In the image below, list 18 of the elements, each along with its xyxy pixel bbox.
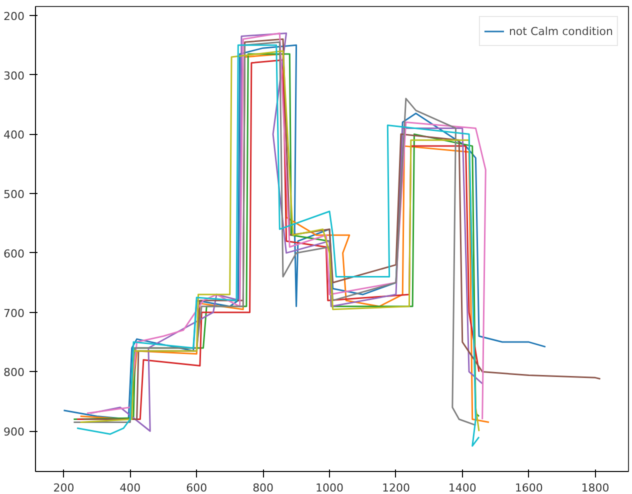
- x-tick-label: 1000: [316, 482, 344, 494]
- y-tick-label: 600: [4, 247, 25, 260]
- y-tick-label: 800: [4, 366, 25, 380]
- x-tick-label: 1600: [514, 482, 543, 494]
- x-tick-label: 200: [53, 482, 74, 494]
- y-tick-label: 400: [4, 128, 25, 142]
- x-tick-label: 400: [120, 482, 141, 494]
- y-tick-label: 500: [4, 188, 25, 202]
- y-tick-label: 200: [4, 10, 25, 23]
- x-tick-label: 800: [252, 482, 274, 494]
- x-tick-label: 600: [186, 482, 208, 494]
- y-tick-label: 700: [4, 306, 25, 320]
- y-tick-label: 300: [4, 69, 25, 82]
- y-tick-label: 900: [4, 426, 25, 439]
- legend-label: not Calm condition: [508, 24, 613, 38]
- x-tick-label: 1200: [382, 482, 410, 494]
- x-tick-label: 1400: [448, 482, 476, 494]
- x-tick-label: 1800: [581, 482, 610, 494]
